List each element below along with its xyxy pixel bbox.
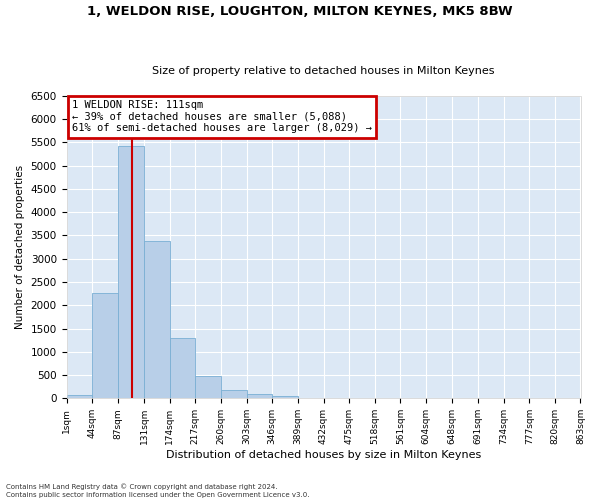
Bar [247,394,272,398]
Text: 1 WELDON RISE: 111sqm
← 39% of detached houses are smaller (5,088)
61% of semi-d: 1 WELDON RISE: 111sqm ← 39% of detached … [71,100,371,134]
X-axis label: Distribution of detached houses by size in Milton Keynes: Distribution of detached houses by size … [166,450,481,460]
Bar [118,146,144,398]
Bar [196,376,221,398]
Bar [272,396,298,398]
Bar [221,390,247,398]
Text: 1, WELDON RISE, LOUGHTON, MILTON KEYNES, MK5 8BW: 1, WELDON RISE, LOUGHTON, MILTON KEYNES,… [87,5,513,18]
Bar [144,241,170,398]
Y-axis label: Number of detached properties: Number of detached properties [15,165,25,329]
Text: Contains HM Land Registry data © Crown copyright and database right 2024.
Contai: Contains HM Land Registry data © Crown c… [6,484,310,498]
Bar [92,293,118,399]
Bar [67,395,92,398]
Bar [170,338,196,398]
Title: Size of property relative to detached houses in Milton Keynes: Size of property relative to detached ho… [152,66,495,76]
